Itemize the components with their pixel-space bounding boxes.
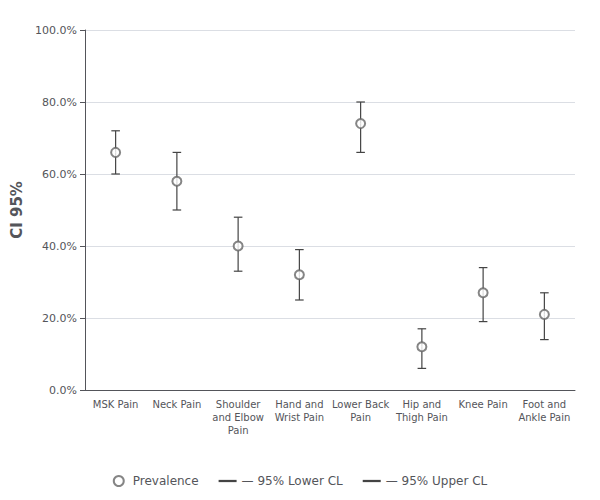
svg-text:Pain: Pain — [228, 425, 249, 436]
svg-text:— 95% Upper CL: — 95% Upper CL — [386, 474, 488, 488]
svg-text:Thigh Pain: Thigh Pain — [395, 412, 448, 423]
svg-text:Lower Back: Lower Back — [332, 399, 390, 410]
svg-text:Hand and: Hand and — [275, 399, 323, 410]
svg-text:100.0%: 100.0% — [35, 24, 77, 37]
svg-text:and Elbow: and Elbow — [212, 412, 264, 423]
svg-text:Neck Pain: Neck Pain — [152, 399, 201, 410]
svg-text:Shoulder: Shoulder — [216, 399, 261, 410]
svg-text:Hip and: Hip and — [403, 399, 442, 410]
svg-text:MSK Pain: MSK Pain — [93, 399, 139, 410]
svg-text:Prevalence: Prevalence — [133, 474, 199, 488]
svg-text:Ankle Pain: Ankle Pain — [518, 412, 570, 423]
svg-text:Pain: Pain — [350, 412, 371, 423]
svg-text:CI 95%: CI 95% — [8, 181, 26, 239]
svg-text:20.0%: 20.0% — [42, 312, 77, 325]
svg-text:Wrist Pain: Wrist Pain — [275, 412, 324, 423]
svg-text:0.0%: 0.0% — [49, 384, 77, 397]
svg-text:80.0%: 80.0% — [42, 96, 77, 109]
svg-text:Foot and: Foot and — [523, 399, 567, 410]
svg-text:60.0%: 60.0% — [42, 168, 77, 181]
svg-text:Knee Pain: Knee Pain — [459, 399, 508, 410]
svg-text:40.0%: 40.0% — [42, 240, 77, 253]
svg-text:— 95% Lower CL: — 95% Lower CL — [242, 474, 343, 488]
